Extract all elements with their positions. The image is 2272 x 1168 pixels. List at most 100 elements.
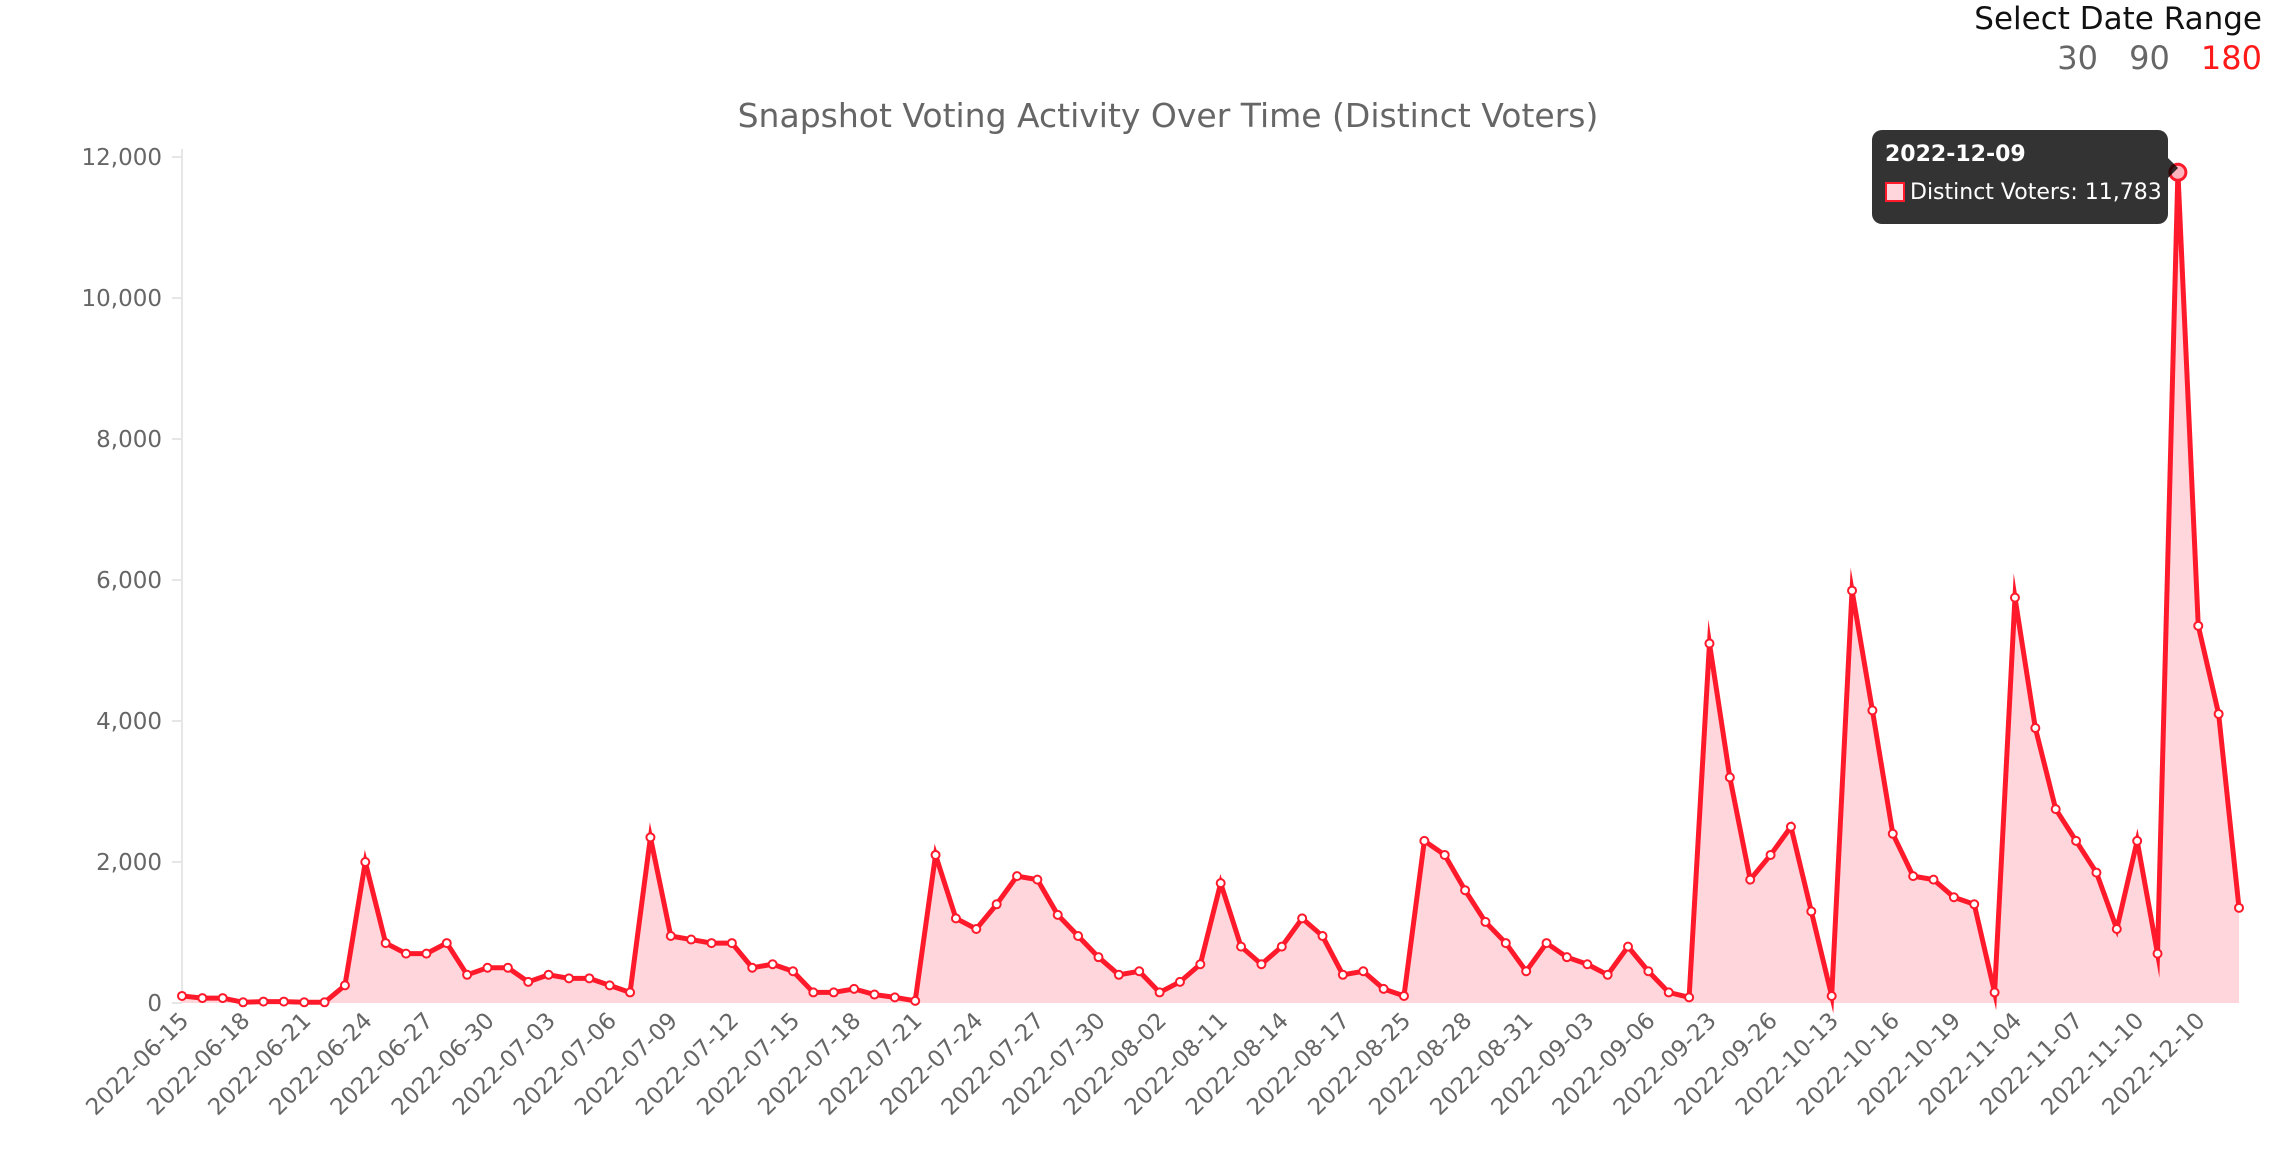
data-point	[2050, 804, 2061, 815]
data-point	[1867, 705, 1878, 716]
data-point	[1765, 849, 1776, 860]
data-point	[1337, 969, 1348, 980]
date-range-options: 30 90 180	[1974, 38, 2262, 84]
data-point	[1806, 906, 1817, 917]
data-point	[1276, 941, 1287, 952]
date-range-title: Select Date Range	[1974, 1, 2262, 37]
data-point	[706, 938, 717, 949]
data-tooltip: 2022-12-09 Distinct Voters: 11,783	[1872, 130, 2178, 224]
data-point	[1093, 952, 1104, 963]
data-point	[543, 969, 554, 980]
data-point	[828, 987, 839, 998]
data-point	[1195, 959, 1206, 970]
data-point	[2152, 948, 2163, 959]
data-point	[278, 996, 289, 1007]
data-point	[1052, 909, 1063, 920]
data-point	[1521, 966, 1532, 977]
data-point	[1969, 899, 1980, 910]
data-point	[747, 962, 758, 973]
data-point	[1745, 874, 1756, 885]
data-point	[1582, 959, 1593, 970]
data-point	[869, 989, 880, 1000]
data-point	[1561, 952, 1572, 963]
data-point	[1643, 966, 1654, 977]
data-point	[380, 938, 391, 949]
data-point	[1684, 992, 1695, 1003]
data-point	[441, 938, 452, 949]
y-tick-label: 6,000	[96, 568, 162, 594]
data-point	[1174, 976, 1185, 987]
data-point	[991, 899, 1002, 910]
data-point	[726, 938, 737, 949]
data-point	[1398, 990, 1409, 1001]
data-point	[645, 832, 656, 843]
data-point	[950, 913, 961, 924]
data-point	[2091, 867, 2102, 878]
data-point	[686, 934, 697, 945]
data-point	[1134, 966, 1145, 977]
y-tick-label: 12,000	[82, 145, 162, 171]
data-point	[1032, 874, 1043, 885]
data-point	[1602, 969, 1613, 980]
y-tick-label: 2,000	[96, 850, 162, 876]
data-point	[502, 962, 513, 973]
tooltip-body: Distinct Voters: 11,783	[1885, 178, 2162, 208]
tooltip-title: 2022-12-09	[1885, 142, 2026, 167]
y-tick-label: 4,000	[96, 709, 162, 735]
range-option-90[interactable]: 90	[2129, 39, 2170, 77]
data-point	[625, 987, 636, 998]
x-axis: 2022-06-152022-06-182022-06-212022-06-24…	[81, 1008, 2210, 1121]
data-point	[584, 973, 595, 984]
chart-title: Snapshot Voting Activity Over Time (Dist…	[738, 96, 1599, 135]
data-point	[360, 857, 371, 867]
data-point	[2132, 835, 2143, 846]
data-point	[2193, 620, 2204, 631]
plot-area	[177, 162, 2244, 1014]
data-point	[299, 997, 310, 1008]
data-point	[339, 980, 350, 991]
data-point	[1724, 772, 1735, 783]
data-point	[177, 990, 187, 1001]
data-point	[2009, 592, 2020, 603]
data-point	[849, 983, 860, 994]
data-point	[1847, 585, 1858, 596]
range-option-180[interactable]: 180	[2200, 39, 2262, 77]
data-point	[2071, 835, 2082, 846]
data-point	[1113, 969, 1124, 980]
data-point	[462, 969, 473, 980]
data-point	[808, 987, 819, 998]
range-option-30[interactable]: 30	[2057, 39, 2099, 77]
data-point	[258, 996, 269, 1007]
data-point	[1256, 959, 1267, 970]
date-range-selector: Select Date Range 30 90 180	[1974, 0, 2262, 84]
data-point	[217, 993, 228, 1004]
data-point	[401, 948, 412, 959]
data-point	[2213, 708, 2224, 719]
data-point	[1623, 941, 1634, 952]
data-point	[787, 966, 798, 977]
data-point	[1154, 987, 1165, 998]
data-point	[1541, 938, 1552, 949]
data-point	[1297, 913, 1308, 924]
data-point	[1989, 987, 2000, 998]
data-point	[1785, 821, 1796, 832]
data-point	[889, 992, 900, 1003]
data-point	[604, 980, 615, 991]
tooltip-arrow-icon	[2168, 158, 2178, 178]
data-point	[971, 923, 982, 934]
data-point	[1908, 871, 1919, 882]
data-point	[563, 973, 574, 984]
data-point	[1663, 987, 1674, 998]
data-point	[1460, 885, 1471, 896]
data-point	[1948, 892, 1959, 903]
data-point	[930, 849, 941, 860]
data-point	[2234, 902, 2244, 913]
data-point	[910, 995, 921, 1006]
data-point	[1500, 938, 1511, 949]
data-point	[238, 997, 249, 1008]
data-point	[319, 997, 330, 1008]
data-point	[197, 993, 208, 1004]
data-point	[1378, 983, 1389, 994]
data-point	[1215, 878, 1226, 889]
